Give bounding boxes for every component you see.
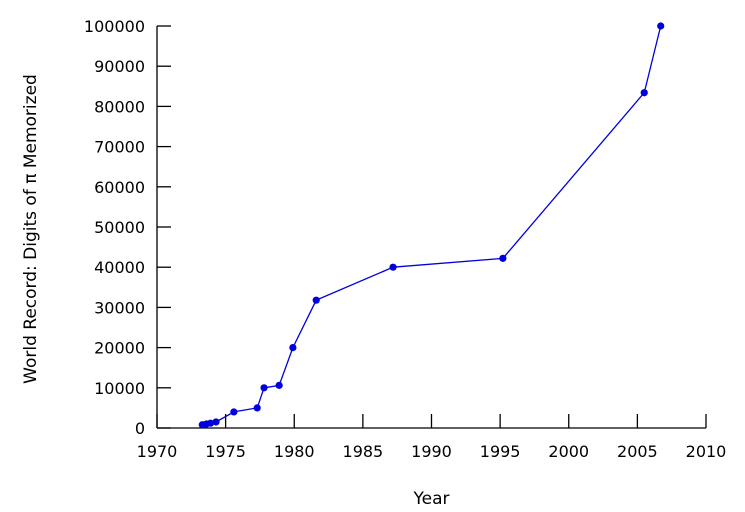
y-axis-ticks: 0 10000 20000 30000 40000 50000 60000 70000 8000… [84,17,171,438]
y-axis-title: World Record: Digits of π Memorized [21,74,41,384]
x-axis-title: Year [413,489,450,509]
y-tick-label: 50000 [94,218,145,237]
y-tick-label: 70000 [94,138,145,157]
x-tick-label: 2005 [617,442,658,461]
x-axis-ticks: 1970 1975 1980 1985 1990 1995 2000 2005 2010 [137,414,727,461]
y-tick-label: 20000 [94,339,145,358]
data-point [289,344,297,352]
series-lines [202,25,662,426]
y-tick-label: 40000 [94,258,145,277]
y-tick-label: 10000 [94,379,145,398]
y-tick-label: 90000 [94,57,145,76]
data-point [275,381,283,389]
data-point [212,418,220,426]
data-point [260,384,268,392]
x-tick-label: 1975 [205,442,246,461]
axes [156,26,706,429]
data-point [389,263,397,271]
data-point [230,408,238,416]
data-point [499,254,507,262]
series-line [202,25,662,426]
y-tick-label: 60000 [94,178,145,197]
data-point [657,22,665,30]
x-tick-label: 1985 [343,442,384,461]
x-tick-label: 2010 [686,442,727,461]
data-point [206,419,215,427]
x-tick-label: 1980 [274,442,315,461]
data-point [312,296,320,304]
data-point [253,404,261,412]
y-tick-label: 30000 [94,298,145,317]
data-point [640,89,648,97]
y-tick-label: 100000 [84,17,145,36]
x-tick-label: 2000 [548,442,589,461]
x-tick-label: 1990 [411,442,452,461]
y-tick-label: 0 [135,419,145,438]
x-tick-label: 1995 [480,442,521,461]
y-tick-label: 80000 [94,97,145,116]
x-tick-label: 1970 [137,442,178,461]
series-points [198,22,665,429]
